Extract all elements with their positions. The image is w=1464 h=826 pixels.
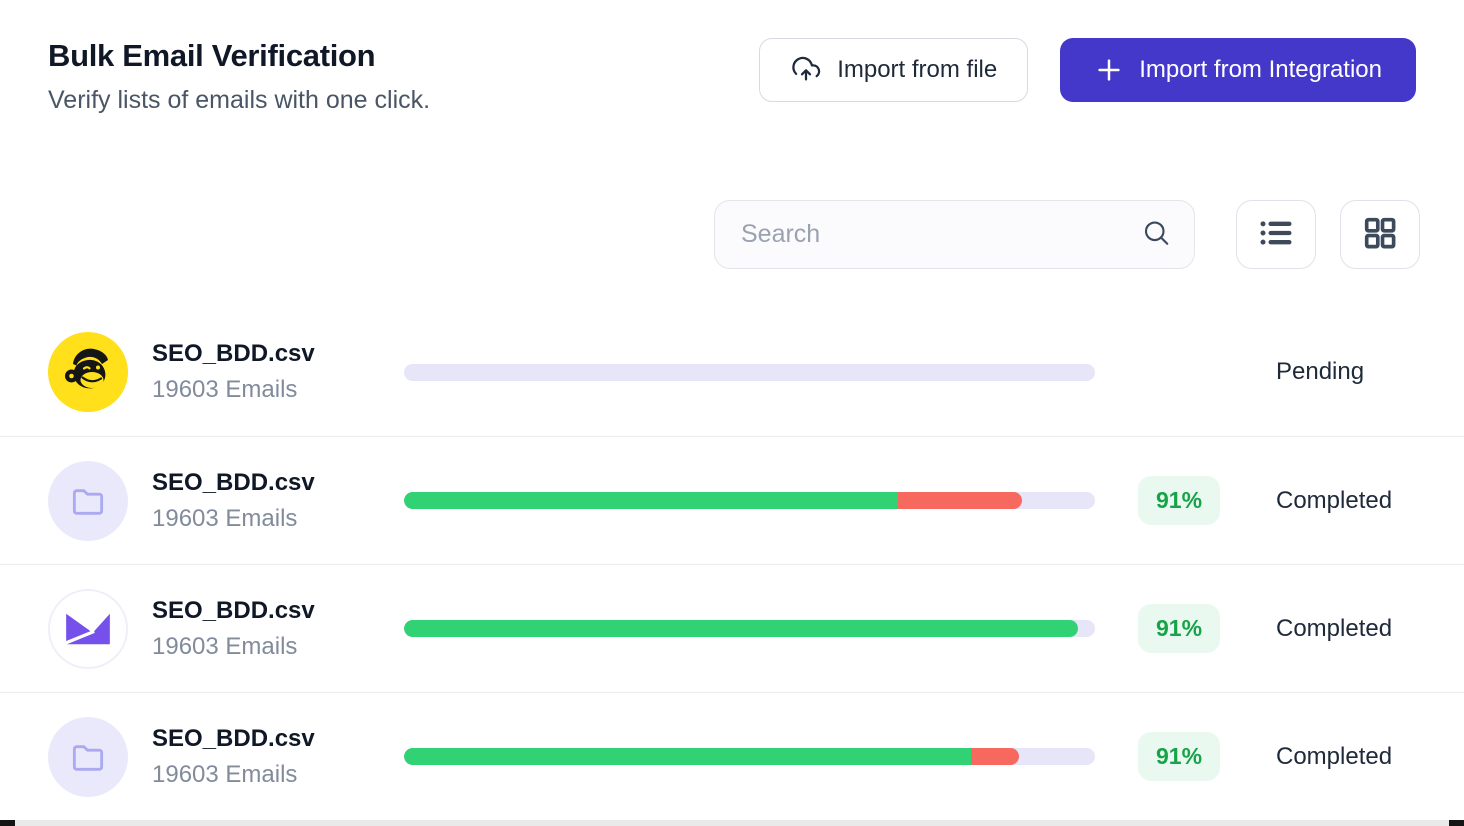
file-info: SEO_BDD.csv 19603 Emails (152, 469, 404, 533)
file-info: SEO_BDD.csv 19603 Emails (152, 340, 404, 404)
bottom-edge-corner (1449, 820, 1464, 826)
list-item[interactable]: SEO_BDD.csv 19603 Emails 91% Completed (0, 436, 1464, 564)
status-label: Completed (1276, 614, 1393, 642)
bottom-edge-corner (0, 820, 15, 826)
list-item[interactable]: SEO_BDD.csv 19603 Emails 91% Completed (0, 692, 1464, 820)
header-actions: Import from file Import from Integration (759, 38, 1416, 102)
page-header: Bulk Email Verification Verify lists of … (48, 38, 1416, 115)
file-name: SEO_BDD.csv (152, 468, 315, 496)
file-info: SEO_BDD.csv 19603 Emails (152, 725, 404, 789)
list-toolbar (714, 200, 1420, 269)
progress-bar (404, 363, 1095, 381)
percent-badge: 91% (1138, 732, 1221, 781)
email-count: 19603 Emails (152, 760, 298, 788)
cloud-upload-icon (790, 54, 822, 86)
progress-bar (404, 620, 1095, 637)
badge-column: 91% (1095, 476, 1276, 525)
list-item[interactable]: SEO_BDD.csv 19603 Emails 91% Completed (0, 564, 1464, 692)
status-label: Completed (1276, 486, 1393, 514)
file-info: SEO_BDD.csv 19603 Emails (152, 597, 404, 661)
search-icon (1141, 217, 1171, 252)
bottom-edge-strip (0, 820, 1464, 826)
badge-column: 91% (1095, 604, 1276, 653)
grid-view-button[interactable] (1340, 200, 1420, 269)
progress-verified (404, 492, 899, 509)
progress-verified (404, 620, 1078, 637)
folder-icon (48, 716, 128, 797)
import-from-integration-button[interactable]: Import from Integration (1060, 38, 1416, 102)
percent-badge: 91% (1138, 604, 1221, 653)
progress-verified (404, 748, 971, 765)
verification-list: SEO_BDD.csv 19603 Emails Pending SEO_BDD… (0, 308, 1464, 820)
file-name: SEO_BDD.csv (152, 340, 315, 367)
progress-failed (898, 492, 1023, 509)
mailchimp-logo-icon (48, 332, 128, 412)
badge-column: 91% (1095, 732, 1276, 781)
page-title: Bulk Email Verification (48, 38, 376, 73)
search-input[interactable] (714, 200, 1195, 269)
list-view-icon (1256, 213, 1296, 256)
grid-view-icon (1361, 214, 1399, 255)
list-item[interactable]: SEO_BDD.csv 19603 Emails Pending (0, 308, 1464, 436)
email-count: 19603 Emails (152, 504, 298, 532)
status-label: Completed (1276, 742, 1393, 770)
file-name: SEO_BDD.csv (152, 596, 315, 624)
email-count: 19603 Emails (152, 376, 298, 403)
envelope-logo-icon (48, 588, 128, 669)
file-name: SEO_BDD.csv (152, 724, 315, 752)
progress-failed (970, 748, 1019, 765)
folder-icon (48, 460, 128, 541)
progress-bar (404, 492, 1095, 509)
header-text: Bulk Email Verification Verify lists of … (48, 38, 430, 115)
search-field-wrap (714, 200, 1195, 269)
page-subtitle: Verify lists of emails with one click. (48, 86, 431, 114)
import-from-file-label: Import from file (837, 56, 998, 83)
import-from-integration-label: Import from Integration (1139, 56, 1382, 83)
import-from-file-button[interactable]: Import from file (759, 38, 1029, 102)
list-view-button[interactable] (1236, 200, 1316, 269)
plus-icon (1094, 55, 1124, 85)
progress-bar (404, 748, 1095, 765)
status-label: Pending (1276, 358, 1365, 385)
percent-badge: 91% (1138, 476, 1221, 525)
email-count: 19603 Emails (152, 632, 298, 660)
